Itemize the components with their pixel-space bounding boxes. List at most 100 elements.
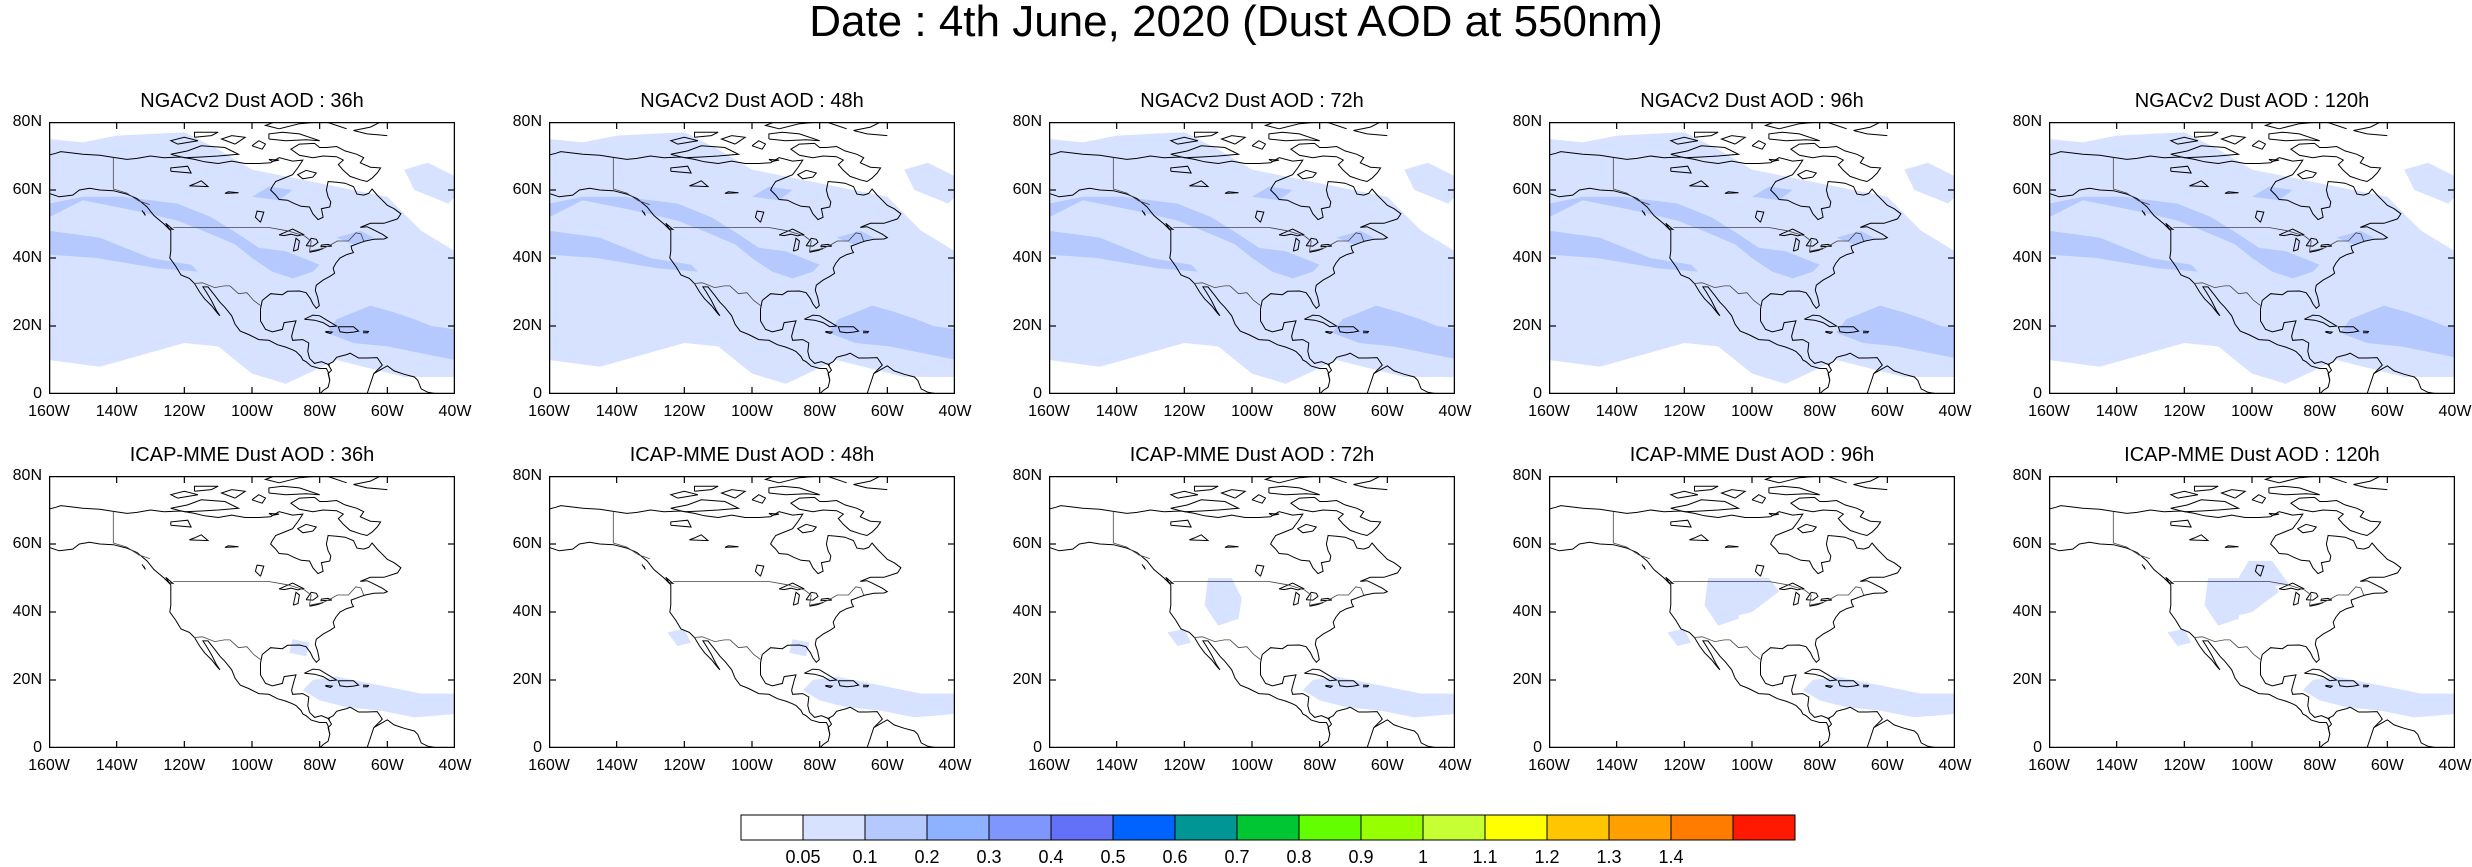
- coastline: [1049, 151, 1402, 366]
- aod-region-low: [404, 162, 455, 204]
- colorbar-swatch: [1174, 814, 1238, 841]
- aod-region-mid: [549, 196, 820, 279]
- coastline: [362, 684, 370, 688]
- lon-tick-label: 100W: [2231, 403, 2273, 420]
- aod-region-mid: [1332, 305, 1455, 359]
- lon-tick-label: 100W: [1731, 757, 1773, 774]
- lake-outline: [689, 180, 710, 188]
- coastline: [165, 222, 175, 231]
- panel-title: ICAP-MME Dust AOD : 36h: [129, 444, 375, 466]
- coastline: [549, 505, 902, 720]
- country-border: [1173, 581, 1365, 606]
- lon-tick-label: 80W: [303, 757, 337, 774]
- lat-tick-label: 80N: [12, 113, 42, 130]
- country-border: [2112, 157, 2150, 205]
- lake-outline: [1809, 248, 1824, 253]
- panel-title: ICAP-MME Dust AOD : 120h: [2124, 444, 2380, 466]
- lon-tick-label: 120W: [2163, 757, 2206, 774]
- coastline: [1827, 352, 1883, 394]
- coastline: [263, 476, 320, 484]
- panel-title: ICAP-MME Dust AOD : 96h: [1629, 444, 1875, 466]
- lat-tick-label: 20N: [512, 317, 542, 334]
- aod-region-mid: [828, 305, 955, 360]
- coastline: [694, 131, 719, 138]
- lat-tick-label: 20N: [1512, 671, 1542, 688]
- lon-tick-label: 120W: [2163, 403, 2206, 420]
- coastline: [1720, 135, 1747, 145]
- coastline: [1268, 485, 1320, 496]
- coastline: [169, 136, 199, 145]
- lake-outline: [670, 519, 692, 528]
- coastline: [2353, 476, 2388, 491]
- lake-outline: [2224, 545, 2239, 548]
- lat-tick-label: 0: [1533, 739, 1542, 756]
- lat-tick-label: 20N: [1012, 317, 1042, 334]
- aod-region-low: [2302, 676, 2455, 718]
- coastline: [2325, 330, 2334, 335]
- coastline: [2373, 719, 2439, 748]
- coastline: [2263, 476, 2320, 484]
- colorbar-swatch: [1608, 814, 1672, 841]
- coastline: [1669, 490, 1699, 499]
- lat-tick-label: 0: [33, 385, 42, 402]
- lon-tick-label: 60W: [2370, 403, 2404, 420]
- coastline: [1669, 136, 1699, 145]
- coastline: [2373, 365, 2439, 394]
- lat-tick-label: 20N: [512, 671, 542, 688]
- aod-region-mid: [2049, 230, 2198, 272]
- colorbar-swatch: [1422, 814, 1486, 841]
- panel-title: NGACv2 Dust AOD : 48h: [640, 90, 864, 112]
- coastline: [49, 505, 402, 720]
- coastline: [2304, 668, 2339, 682]
- lon-tick-label: 40W: [1938, 757, 1972, 774]
- aod-region-low: [2167, 629, 2192, 646]
- lake-outline: [1670, 165, 1692, 174]
- coastline: [1220, 489, 1247, 499]
- coastline: [1049, 541, 1331, 748]
- lat-tick-label: 60N: [1012, 535, 1042, 552]
- coastline: [2337, 326, 2360, 334]
- coastline: [2296, 523, 2318, 534]
- country-border: [612, 511, 650, 559]
- lake-outline: [309, 602, 324, 607]
- lon-tick-label: 160W: [528, 757, 570, 774]
- coastline: [670, 499, 741, 513]
- lake-outline: [292, 591, 300, 606]
- coastline: [2169, 136, 2199, 145]
- lon-tick-label: 140W: [2095, 403, 2138, 420]
- lat-tick-label: 80N: [512, 113, 542, 130]
- coastline: [2325, 684, 2334, 689]
- lon-tick-label: 40W: [438, 757, 472, 774]
- lon-tick-label: 100W: [1731, 403, 1773, 420]
- aod-region-low: [1802, 676, 1955, 718]
- lon-tick-label: 140W: [1095, 403, 1138, 420]
- lake-outline: [170, 165, 192, 174]
- coastline: [2362, 684, 2370, 688]
- lat-tick-label: 0: [1033, 739, 1042, 756]
- lake-outline: [1754, 564, 1765, 577]
- coastline: [2362, 330, 2370, 334]
- coastline: [751, 494, 767, 504]
- coastline: [1641, 210, 1646, 216]
- country-border: [1194, 282, 1262, 307]
- lake-outline: [2305, 237, 2319, 247]
- lake-outline: [1189, 180, 1210, 188]
- coastline: [763, 476, 820, 484]
- lat-tick-label: 60N: [512, 535, 542, 552]
- coastline: [1296, 523, 1318, 534]
- lat-tick-label: 0: [533, 739, 542, 756]
- coastline: [1670, 145, 1741, 159]
- coastline: [1289, 496, 1382, 537]
- lon-tick-label: 80W: [2303, 403, 2337, 420]
- coastline: [325, 684, 334, 689]
- lake-outline: [254, 564, 265, 577]
- main-title: Date : 4th June, 2020 (Dust AOD at 550nm…: [809, 0, 1663, 46]
- lon-tick-label: 60W: [870, 403, 904, 420]
- coastline: [194, 485, 219, 492]
- aod-region-low: [289, 639, 310, 657]
- coastline: [827, 706, 883, 748]
- lake-outline: [1768, 512, 1780, 516]
- coastline: [665, 576, 675, 585]
- lake-outline: [1305, 591, 1319, 601]
- lake-outline: [1309, 248, 1324, 253]
